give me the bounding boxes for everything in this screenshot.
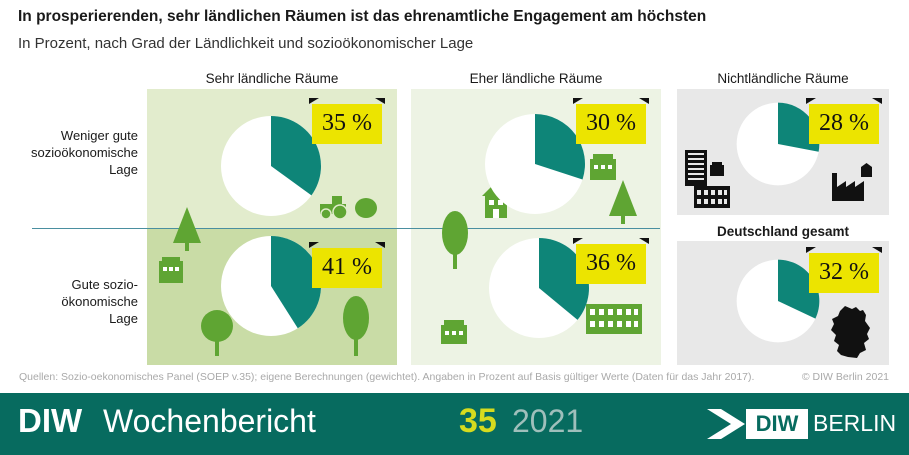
tag-corner bbox=[309, 242, 319, 248]
column-label-non-rural: Nichtländliche Räume bbox=[717, 71, 849, 86]
tag-corner bbox=[806, 247, 816, 253]
pie-very-rural-low bbox=[221, 116, 321, 216]
value-tag-germany-total: 32 % bbox=[806, 247, 882, 293]
tag-corner bbox=[872, 98, 882, 104]
germany-map-icon bbox=[831, 306, 870, 358]
value-tag-very-rural-high: 41 % bbox=[309, 242, 385, 288]
row-label-lower: Weniger gute sozioökonomische Lage bbox=[15, 127, 138, 178]
tag-corner bbox=[872, 247, 882, 253]
tag-background bbox=[576, 244, 646, 284]
tag-corner bbox=[375, 98, 385, 104]
value-tag-very-rural-low: 35 % bbox=[309, 98, 385, 144]
tag-background bbox=[312, 104, 382, 144]
oval-tree-icon bbox=[442, 211, 468, 269]
value-label-rather-rural-high: 36 % bbox=[586, 250, 636, 276]
copyright-note: © DIW Berlin 2021 bbox=[801, 371, 889, 383]
factory-icon bbox=[832, 163, 872, 201]
value-label-non-rural: 28 % bbox=[819, 110, 869, 136]
tag-corner bbox=[573, 238, 583, 244]
shop-icon bbox=[590, 154, 616, 180]
source-note: Quellen: Sozio-oekonomisches Panel (SOEP… bbox=[19, 371, 755, 383]
tag-background bbox=[576, 104, 646, 144]
tractor-icon bbox=[320, 196, 377, 220]
value-label-very-rural-high: 41 % bbox=[322, 254, 372, 280]
column-label-rather-rural: Eher ländliche Räume bbox=[469, 71, 603, 86]
column-label-germany: Deutschland gesamt bbox=[716, 224, 850, 239]
issue-year: 2021 bbox=[512, 403, 584, 439]
office-building-icon bbox=[694, 186, 730, 208]
tag-corner bbox=[375, 242, 385, 248]
value-tag-non-rural: 28 % bbox=[806, 98, 882, 144]
value-label-very-rural-low: 35 % bbox=[322, 110, 372, 136]
tag-background bbox=[809, 253, 879, 293]
value-label-rather-rural-low: 30 % bbox=[586, 110, 636, 136]
value-tag-rather-rural-high: 36 % bbox=[573, 238, 649, 284]
issue-number: 35 bbox=[459, 402, 497, 440]
pie-slice-rather-rural-low bbox=[535, 114, 585, 180]
chart-subtitle: In Prozent, nach Grad der Ländlichkeit u… bbox=[18, 35, 474, 52]
row-label-good: Gute sozio- ökonomische Lage bbox=[15, 276, 138, 327]
tag-corner bbox=[639, 238, 649, 244]
skyscraper-icon bbox=[685, 150, 707, 186]
pie-slice-very-rural-low bbox=[271, 116, 321, 196]
publication-short-name: DIW bbox=[18, 402, 83, 439]
footer-bar: DIW Wochenbericht 35 2021 DIW BERLIN bbox=[0, 393, 909, 455]
pie-very-rural-high bbox=[221, 236, 322, 336]
round-tree-icon bbox=[201, 310, 233, 356]
house-icon bbox=[159, 257, 183, 283]
tag-corner bbox=[806, 98, 816, 104]
value-tag-rather-rural-low: 30 % bbox=[573, 98, 649, 144]
tree-icon bbox=[173, 207, 201, 251]
tree-icon bbox=[609, 180, 637, 224]
tag-corner bbox=[309, 98, 319, 104]
row-label-good-line1: Gute sozio- bbox=[71, 277, 138, 292]
pie-slice-very-rural-high bbox=[271, 236, 322, 329]
tag-background bbox=[809, 104, 879, 144]
logo-berlin-text: BERLIN bbox=[813, 410, 897, 436]
chart-title: In prosperierenden, sehr ländlichen Räum… bbox=[18, 8, 707, 25]
row-label-lower-line3: Lage bbox=[109, 162, 138, 177]
diw-logo-mark-icon bbox=[707, 409, 745, 439]
tag-corner bbox=[573, 98, 583, 104]
tag-background bbox=[312, 248, 382, 288]
tag-corner bbox=[639, 98, 649, 104]
house-icon bbox=[441, 320, 467, 344]
apartment-block-icon bbox=[586, 304, 642, 334]
row-label-lower-line2: sozioökonomische bbox=[31, 145, 138, 160]
diw-logo-box: DIW bbox=[746, 409, 808, 439]
row-divider bbox=[32, 228, 660, 229]
oval-tree-icon bbox=[343, 296, 369, 356]
small-house-icon bbox=[710, 162, 724, 176]
row-label-good-line3: Lage bbox=[109, 311, 138, 326]
row-label-good-line2: ökonomische bbox=[61, 294, 138, 309]
column-label-very-rural: Sehr ländliche Räume bbox=[205, 71, 339, 86]
value-label-germany-total: 32 % bbox=[819, 259, 869, 285]
logo-diw-text: DIW bbox=[755, 411, 799, 436]
row-label-lower-line1: Weniger gute bbox=[60, 128, 138, 143]
pie-rather-rural-low bbox=[485, 114, 585, 214]
publication-name: Wochenbericht bbox=[103, 403, 316, 439]
